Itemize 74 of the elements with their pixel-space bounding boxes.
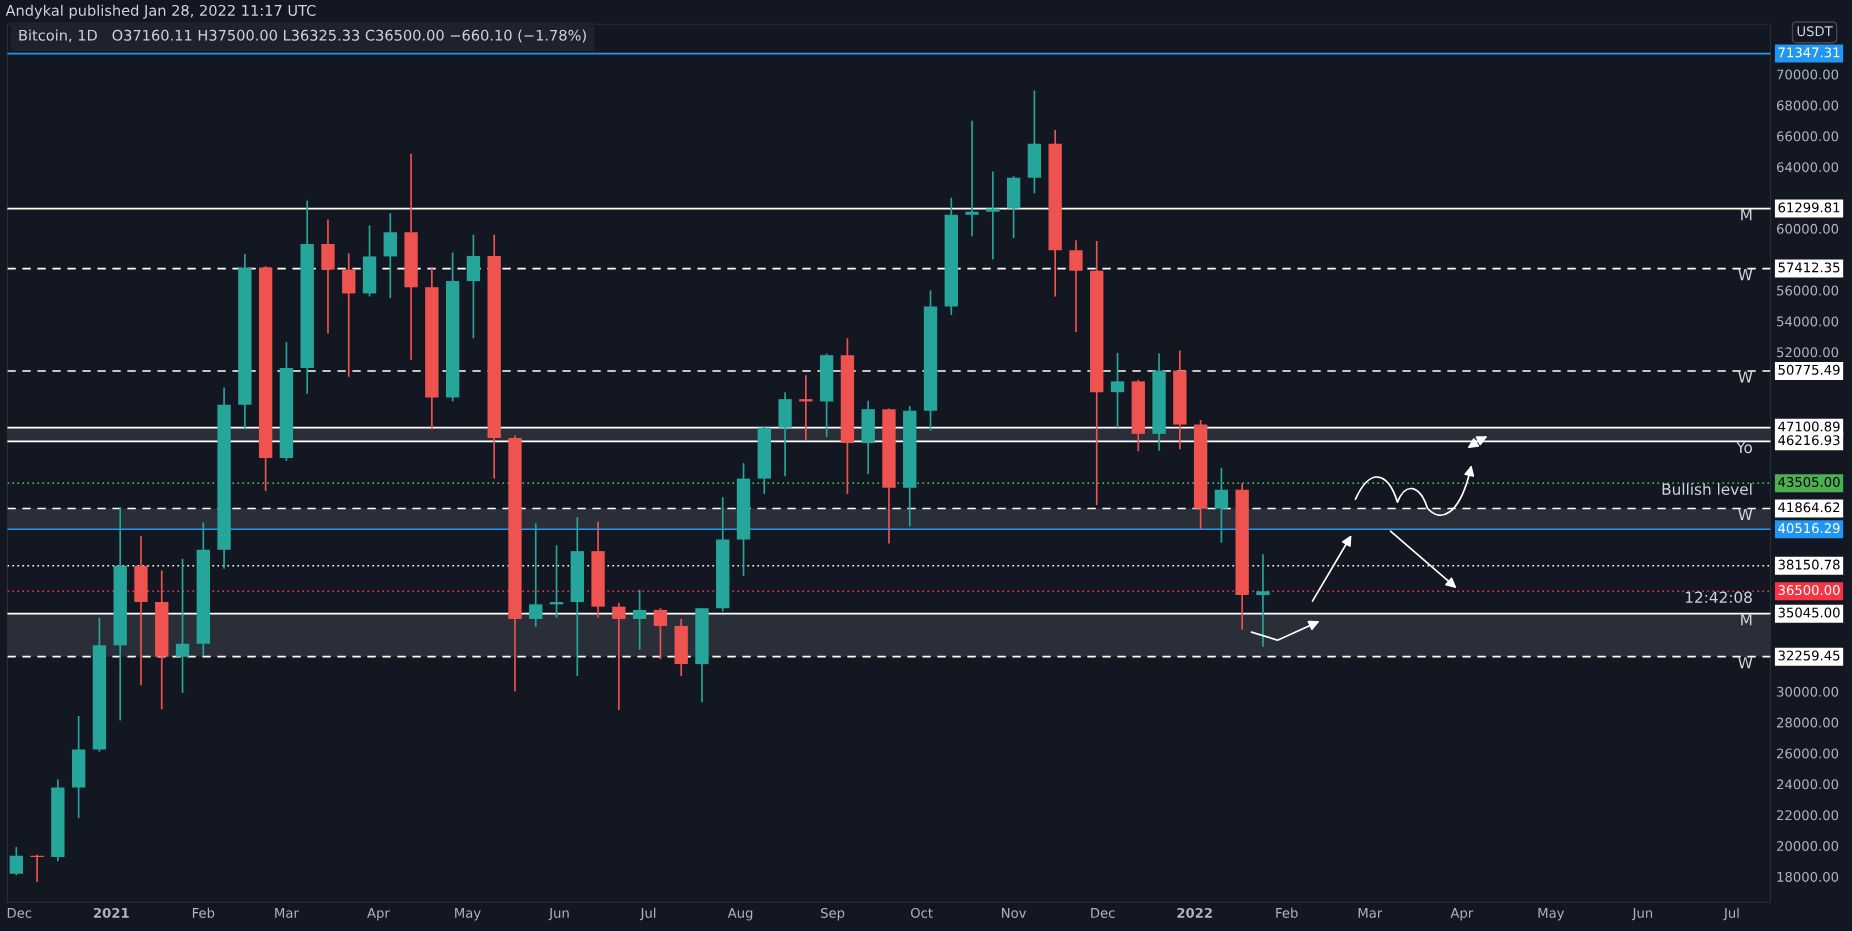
annotation: M	[1741, 209, 1752, 221]
y-tick-label: 54000.00	[1777, 316, 1839, 327]
x-tick-label: Dec	[1091, 908, 1115, 918]
ref-line-label: 38150.78	[1778, 559, 1840, 570]
y-tick-label: 60000.00	[1776, 223, 1839, 234]
chart-title: Bitcoin, 1D O37160.11 H37500.00 L36325.33 C36500.00 −660.10 (−1.78%)	[19, 29, 586, 43]
x-tick-label: Apr	[1450, 908, 1474, 921]
y-tick-label: 52000.00	[1777, 347, 1839, 358]
x-tick-label: Nov	[1002, 908, 1027, 918]
x-tick-label: May	[1538, 908, 1565, 921]
y-tick-label: 18000.00	[1777, 871, 1839, 882]
candlestick	[175, 557, 190, 694]
x-tick-label: Mar	[275, 908, 299, 918]
x-tick-label: Aug	[727, 908, 753, 921]
y-axis-title: USDT	[1797, 26, 1833, 37]
y-tick-label: 20000.00	[1777, 841, 1839, 852]
x-tick-label: Jun	[548, 908, 569, 921]
x-tick-label: Sep	[821, 907, 845, 921]
candlestick	[529, 522, 543, 628]
candlestick	[1256, 553, 1270, 648]
x-tick-label: Mar	[1358, 908, 1383, 918]
annotation: 12:42:08	[1685, 591, 1752, 604]
candlestick	[1110, 352, 1125, 429]
ref-line-label: 71347.31	[1778, 47, 1840, 58]
ref-line-label: 46216.93	[1778, 435, 1840, 446]
ref-line-label: 50775.49	[1778, 364, 1840, 375]
y-tick-label: 70000.00	[1777, 69, 1839, 80]
candlestick	[1214, 466, 1229, 544]
annotation: Bullish level	[1662, 483, 1752, 495]
candlestick	[1069, 239, 1083, 333]
y-tick-label: 30000.00	[1777, 686, 1839, 697]
ref-line-label: 40516.29	[1778, 523, 1840, 534]
y-tick-label: 24000.00	[1777, 779, 1839, 790]
annotation: W	[1738, 269, 1753, 281]
candlestick	[653, 607, 668, 660]
ref-line-label: 43505.00	[1778, 477, 1840, 487]
text: Andykal published Jan 28, 2022 11:17 UTC	[5, 4, 316, 19]
ref-line-label: 35045.00	[1778, 607, 1840, 618]
y-tick-label: 64000.00	[1776, 162, 1839, 173]
x-tick-label: Apr	[367, 908, 390, 921]
y-tick-label: 56000.00	[1777, 285, 1839, 296]
candlestick	[986, 170, 1000, 261]
candlestick	[612, 601, 626, 711]
x-tick-label: 2022	[1177, 907, 1212, 918]
annotation: Yo	[1736, 441, 1753, 454]
x-tick-label: Oct	[910, 907, 933, 918]
ref-line-label: 47100.89	[1778, 421, 1840, 432]
ref-line-label: 61299.81	[1778, 202, 1840, 213]
y-tick-label: 28000.00	[1777, 717, 1839, 728]
y-tick-label: 66000.00	[1776, 131, 1839, 142]
ref-line-label: 36500.00	[1778, 585, 1840, 596]
candlestick	[965, 119, 979, 238]
x-tick-label: Jul	[639, 907, 656, 921]
candlestick	[9, 846, 23, 876]
annotation: W	[1738, 508, 1753, 521]
x-tick-label: Jun	[1631, 908, 1653, 921]
candlestick	[632, 588, 647, 651]
ref-line-label: 41864.62	[1778, 502, 1840, 513]
y-tick-label: 26000.00	[1777, 748, 1839, 759]
ref-line-label: 32259.45	[1778, 650, 1840, 661]
x-tick-label: Feb	[192, 907, 215, 918]
x-tick-label: 2021	[93, 907, 129, 918]
y-tick-label: 68000.00	[1776, 100, 1839, 111]
x-tick-label: Feb	[1276, 907, 1298, 918]
annotation: M	[1741, 614, 1752, 626]
y-tick-label: 22000.00	[1777, 810, 1839, 821]
annotation: W	[1738, 371, 1753, 383]
x-tick-label: Dec	[7, 908, 32, 918]
candlestick	[342, 252, 356, 378]
ref-line-label: 57412.35	[1778, 262, 1840, 273]
annotation: W	[1738, 657, 1753, 669]
candlestick	[799, 374, 813, 441]
x-tick-label: Jul	[1723, 907, 1739, 921]
x-tick-label: May	[455, 908, 481, 921]
